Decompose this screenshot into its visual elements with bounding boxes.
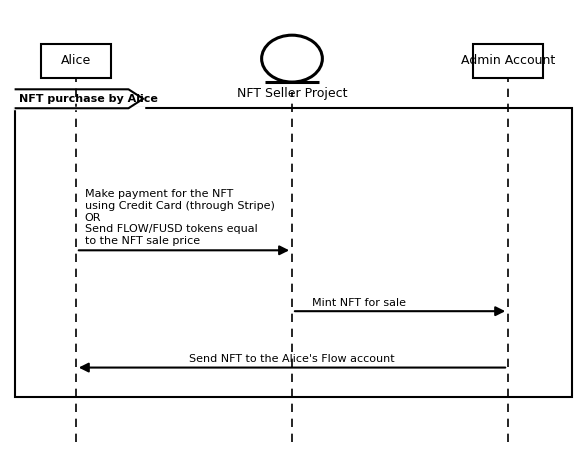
Bar (15, 108, 572, 397)
Text: Admin Account: Admin Account (461, 55, 555, 67)
Text: Send NFT to the Alice's Flow account: Send NFT to the Alice's Flow account (189, 354, 395, 364)
Bar (473, 44, 543, 78)
Text: Alice: Alice (61, 55, 91, 67)
Polygon shape (15, 89, 143, 108)
Text: Make payment for the NFT
using Credit Card (through Stripe)
OR
Send FLOW/FUSD to: Make payment for the NFT using Credit Ca… (85, 189, 274, 246)
Text: NFT Seller Project: NFT Seller Project (237, 87, 347, 101)
Text: Mint NFT for sale: Mint NFT for sale (312, 298, 406, 308)
Circle shape (262, 35, 322, 82)
Bar (41, 44, 111, 78)
Text: NFT purchase by Alice: NFT purchase by Alice (19, 94, 158, 104)
